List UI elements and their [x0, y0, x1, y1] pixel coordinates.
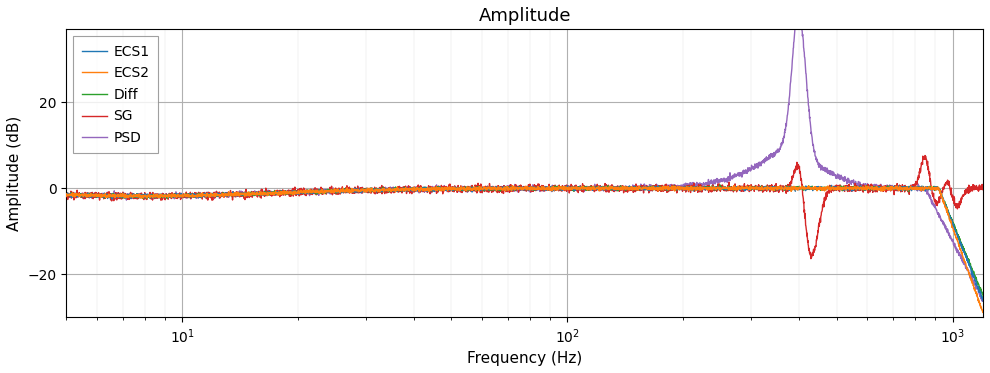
PSD [976, 299, 988, 304]
Diff [904, 186, 916, 191]
ECS1 [977, 298, 989, 303]
Diff [60, 192, 72, 196]
PSD [793, 0, 805, 5]
SG [60, 194, 72, 198]
Diff [949, 225, 961, 230]
SG [727, 185, 739, 190]
Line: Diff: Diff [66, 185, 983, 297]
Diff [452, 185, 464, 190]
SG [452, 185, 464, 189]
Diff [496, 187, 508, 191]
ECS2 [60, 192, 72, 196]
SG [977, 182, 989, 187]
ECS2 [728, 184, 740, 188]
ECS1 [496, 185, 508, 190]
SG [805, 256, 817, 261]
Title: Amplitude: Amplitude [478, 7, 571, 25]
ECS2 [446, 188, 457, 192]
Diff [446, 186, 457, 191]
ECS1 [826, 183, 838, 188]
SG [446, 188, 457, 193]
Line: ECS1: ECS1 [66, 185, 983, 301]
ECS1 [949, 228, 961, 232]
X-axis label: Frequency (Hz): Frequency (Hz) [467, 351, 582, 366]
ECS2 [904, 186, 916, 191]
PSD [949, 243, 961, 248]
SG [949, 204, 961, 208]
Diff [714, 183, 726, 187]
Legend: ECS1, ECS2, Diff, SG, PSD: ECS1, ECS2, Diff, SG, PSD [73, 36, 158, 153]
SG [496, 186, 508, 191]
ECS1 [904, 187, 916, 191]
Diff [977, 295, 989, 299]
PSD [452, 189, 464, 194]
ECS1 [446, 187, 457, 191]
PSD [977, 297, 989, 302]
ECS2 [452, 186, 464, 190]
ECS1 [60, 192, 72, 197]
SG [919, 153, 931, 158]
ECS2 [949, 232, 961, 237]
Line: SG: SG [66, 156, 983, 258]
ECS2 [727, 185, 739, 189]
Line: PSD: PSD [66, 3, 983, 301]
SG [904, 187, 916, 192]
PSD [60, 192, 72, 197]
Y-axis label: Amplitude (dB): Amplitude (dB) [7, 116, 22, 231]
Diff [727, 187, 739, 192]
PSD [446, 186, 457, 191]
Line: ECS2: ECS2 [66, 186, 983, 313]
ECS1 [727, 188, 739, 192]
PSD [904, 185, 916, 189]
PSD [727, 174, 739, 178]
ECS2 [496, 186, 508, 191]
ECS1 [452, 188, 464, 192]
PSD [496, 185, 508, 190]
ECS2 [977, 310, 989, 315]
